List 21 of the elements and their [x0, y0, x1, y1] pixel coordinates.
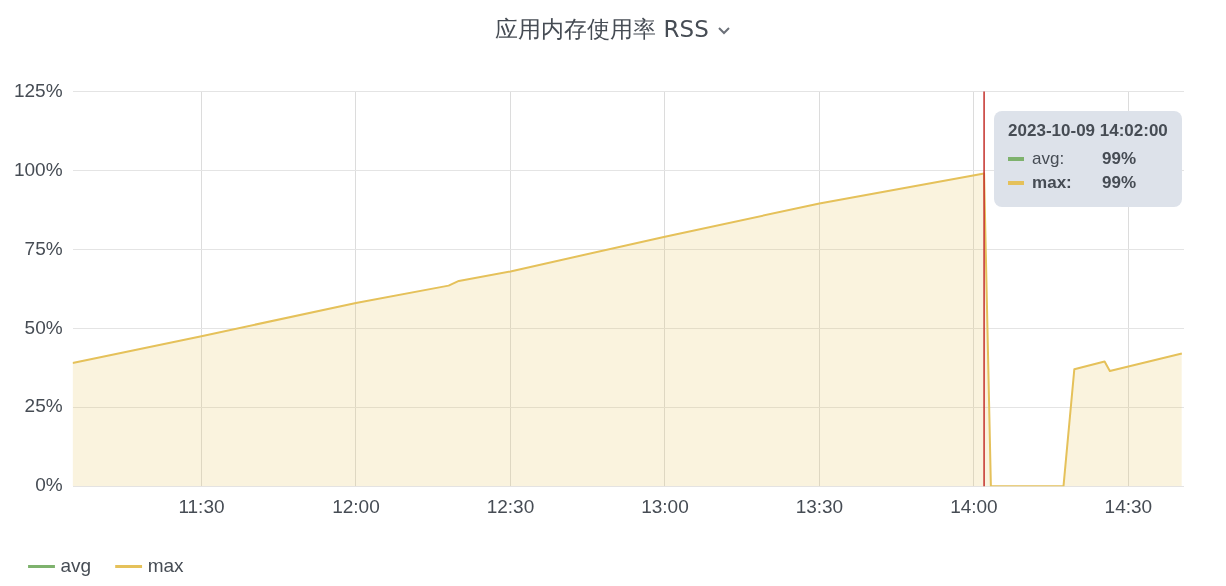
- y-tick-label: 25%: [24, 395, 63, 417]
- y-tick-label: 0%: [35, 474, 63, 496]
- annotation: max:: [1032, 173, 1073, 194]
- x-tick-label: 12:00: [332, 495, 380, 517]
- annotation: 99%: [1102, 149, 1137, 170]
- y-tick-label: 125%: [13, 79, 63, 101]
- x-tick-label: 13:30: [795, 495, 844, 517]
- x-tick-label: 12:30: [486, 495, 535, 517]
- x-tick-label: 13:00: [641, 495, 689, 517]
- y-tick-label: 75%: [24, 237, 63, 259]
- chart-title: 应用内存使用率 RSS: [495, 16, 709, 42]
- x-tick-label: 11:30: [178, 495, 225, 517]
- x-tick-label: 14:00: [950, 495, 998, 517]
- legend-label: max: [147, 554, 185, 576]
- annotation: 2023-10-09 14:02:00: [1008, 121, 1168, 142]
- legend-label: avg: [60, 554, 92, 576]
- x-tick-label: 14:30: [1104, 495, 1153, 517]
- annotation: 99%: [1102, 173, 1137, 194]
- y-tick-label: 50%: [24, 316, 63, 338]
- annotation: avg:: [1032, 149, 1066, 170]
- y-tick-label: 100%: [13, 158, 63, 180]
